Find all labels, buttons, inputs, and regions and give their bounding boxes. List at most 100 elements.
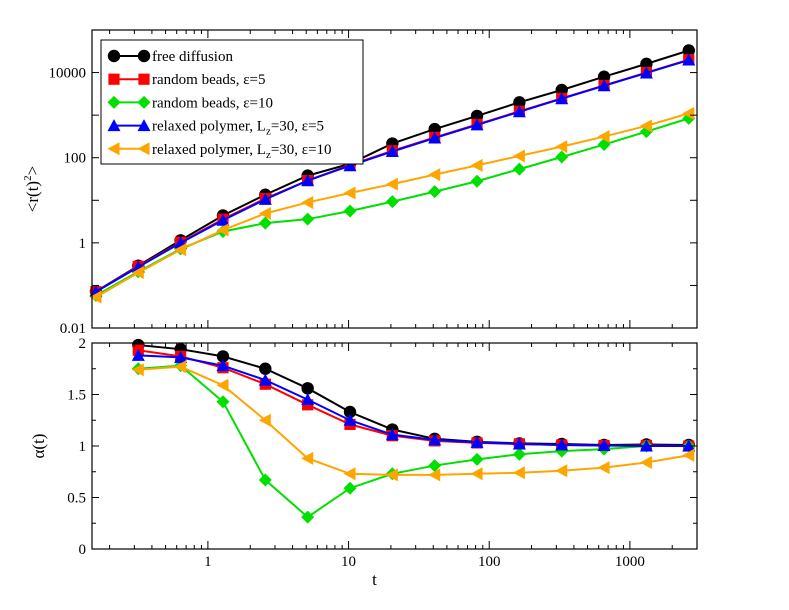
bottom-series-random-beads-10 (131, 359, 696, 524)
top-y-axis-label: <r(t)2> (22, 166, 42, 212)
bottom-panel: 1 10 100 1000 0 0.5 1 1.5 2 α(t) t (29, 336, 698, 589)
top-point-relaxed-polymer-lz-30-10 (639, 119, 652, 133)
bottom-point-relaxed-polymer-lz-30-10 (385, 468, 398, 482)
top-point-relaxed-polymer-lz-30-10 (131, 266, 144, 280)
bottom-point-relaxed-polymer-lz-30-5 (682, 439, 696, 452)
top-point-relaxed-polymer-lz-30-10 (343, 186, 356, 200)
top-point-relaxed-polymer-lz-30-5 (301, 174, 315, 187)
top-y-label-main: <r(t) (23, 181, 42, 212)
legend-marker-relaxed-polymer-lz-30-10 (137, 142, 150, 156)
top-point-relaxed-polymer-lz-30-5 (555, 92, 569, 105)
legend-label-main: relaxed polymer, L (152, 119, 266, 135)
top-point-relaxed-polymer-lz-30-10 (258, 206, 271, 220)
bottom-series-relaxed-polymer-lz-30-5 (131, 348, 696, 452)
top-point-relaxed-polymer-lz-30-5 (470, 118, 484, 131)
bottom-y-tick-label: 1.5 (67, 388, 86, 404)
legend-marker-random-beads-5 (108, 73, 120, 85)
bottom-point-random-beads-10 (428, 459, 442, 473)
bottom-point-relaxed-polymer-lz-30-10 (343, 467, 356, 481)
bottom-ticks-layer: 1 10 100 1000 0 0.5 1 1.5 2 (67, 336, 698, 570)
bottom-point-relaxed-polymer-lz-30-5 (639, 439, 653, 452)
legend-label-main: free diffusion (152, 49, 233, 65)
legend-label-relaxed-polymer-lz-30-5: relaxed polymer, Lz=30, ε=5 (152, 119, 324, 138)
top-point-random-beads-10 (385, 195, 399, 209)
legend-marker-free-diffusion (107, 49, 121, 63)
bottom-point-random-beads-10 (512, 447, 526, 461)
bottom-point-random-beads-10 (301, 510, 315, 524)
legend-label-main: random beads, ε=5 (152, 72, 265, 88)
bottom-point-relaxed-polymer-lz-30-10 (301, 451, 314, 465)
bottom-point-relaxed-polymer-lz-30-10 (174, 360, 187, 374)
bottom-point-relaxed-polymer-lz-30-5 (131, 348, 145, 361)
bottom-point-free-diffusion (216, 350, 230, 363)
top-ticks-layer: 0.01 1 100 10000 (49, 29, 698, 337)
top-point-random-beads-10 (639, 125, 653, 139)
bottom-line-relaxed-polymer-lz-30-5 (138, 354, 689, 447)
top-point-relaxed-polymer-lz-30-10 (89, 290, 102, 304)
bottom-point-relaxed-polymer-lz-30-5 (301, 393, 315, 406)
legend-label-random-beads-5: random beads, ε=5 (152, 72, 265, 88)
bottom-y-tick-label: 2 (79, 336, 87, 352)
bottom-point-relaxed-polymer-lz-30-5 (343, 413, 357, 426)
legend-marker-relaxed-polymer-lz-30-5 (107, 119, 121, 132)
legend-marker-random-beads-10 (137, 95, 151, 109)
bottom-series-layer (131, 338, 696, 524)
bottom-point-relaxed-polymer-lz-30-10 (555, 464, 568, 478)
legend-label-tail: =30, ε=10 (271, 142, 332, 158)
top-point-random-beads-10 (555, 150, 569, 164)
bottom-point-relaxed-polymer-lz-30-10 (470, 467, 483, 481)
bottom-point-random-beads-10 (470, 452, 484, 466)
bottom-point-relaxed-polymer-lz-30-5 (512, 437, 526, 450)
top-point-relaxed-polymer-lz-30-10 (555, 140, 568, 154)
bottom-point-relaxed-polymer-lz-30-5 (385, 428, 399, 441)
top-point-relaxed-polymer-lz-30-10 (470, 158, 483, 172)
top-point-relaxed-polymer-lz-30-5 (343, 159, 357, 172)
top-y-label-sup: 2 (22, 175, 34, 181)
top-y-tick-label: 100 (64, 151, 87, 167)
bottom-point-relaxed-polymer-lz-30-10 (682, 448, 695, 462)
legend-label-relaxed-polymer-lz-30-10: relaxed polymer, Lz=30, ε=10 (152, 142, 332, 161)
top-point-relaxed-polymer-lz-30-5 (597, 79, 611, 92)
top-point-relaxed-polymer-lz-30-5 (258, 192, 272, 205)
legend-label-free-diffusion: free diffusion (152, 49, 233, 65)
bottom-point-relaxed-polymer-lz-30-5 (597, 438, 611, 452)
bottom-series-random-beads-5 (132, 344, 695, 452)
top-point-relaxed-polymer-lz-30-10 (428, 168, 441, 182)
legend: free diffusion random beads, ε=5 random be… (100, 39, 364, 165)
top-point-free-diffusion (597, 70, 611, 83)
bottom-point-relaxed-polymer-lz-30-5 (428, 433, 442, 446)
legend-label-random-beads-10: random beads, ε=10 (152, 95, 273, 111)
top-point-relaxed-polymer-lz-30-5 (512, 105, 526, 118)
top-point-relaxed-polymer-lz-30-10 (512, 149, 525, 163)
legend-marker-relaxed-polymer-lz-30-10 (107, 142, 120, 156)
bottom-point-relaxed-polymer-lz-30-5 (470, 435, 484, 448)
bottom-point-relaxed-polymer-lz-30-10 (216, 378, 229, 392)
legend-label-sub: z (266, 126, 271, 138)
top-point-relaxed-polymer-lz-30-10 (301, 195, 314, 209)
top-point-random-beads-10 (428, 185, 442, 199)
top-point-relaxed-polymer-lz-30-5 (216, 213, 230, 226)
x-tick-label: 1000 (615, 554, 645, 570)
bottom-point-relaxed-polymer-lz-30-5 (258, 373, 272, 386)
top-point-random-beads-10 (301, 212, 315, 226)
legend-label-main: relaxed polymer, L (152, 142, 266, 158)
bottom-point-free-diffusion (301, 382, 314, 395)
top-point-relaxed-polymer-lz-30-10 (174, 243, 187, 257)
bottom-series-relaxed-polymer-lz-30-10 (131, 360, 695, 482)
top-y-tick-label: 10000 (49, 66, 87, 82)
bottom-y-tick-label: 1 (79, 439, 87, 455)
top-point-relaxed-polymer-lz-30-10 (597, 130, 610, 144)
bottom-y-tick-label: 0 (79, 542, 87, 558)
bottom-point-relaxed-polymer-lz-30-10 (131, 363, 144, 377)
x-tick-label: 1 (204, 554, 212, 570)
bottom-line-relaxed-polymer-lz-30-10 (138, 365, 689, 476)
x-tick-label: 100 (478, 554, 501, 570)
legend-marker-random-beads-5 (138, 73, 150, 85)
top-y-tick-label: 1 (79, 236, 87, 252)
bottom-point-random-beads-10 (216, 395, 230, 409)
bottom-point-relaxed-polymer-lz-30-10 (512, 466, 525, 480)
top-point-random-beads-10 (258, 216, 272, 230)
bottom-y-axis-label: α(t) (29, 434, 48, 459)
x-axis-label: t (372, 570, 377, 589)
